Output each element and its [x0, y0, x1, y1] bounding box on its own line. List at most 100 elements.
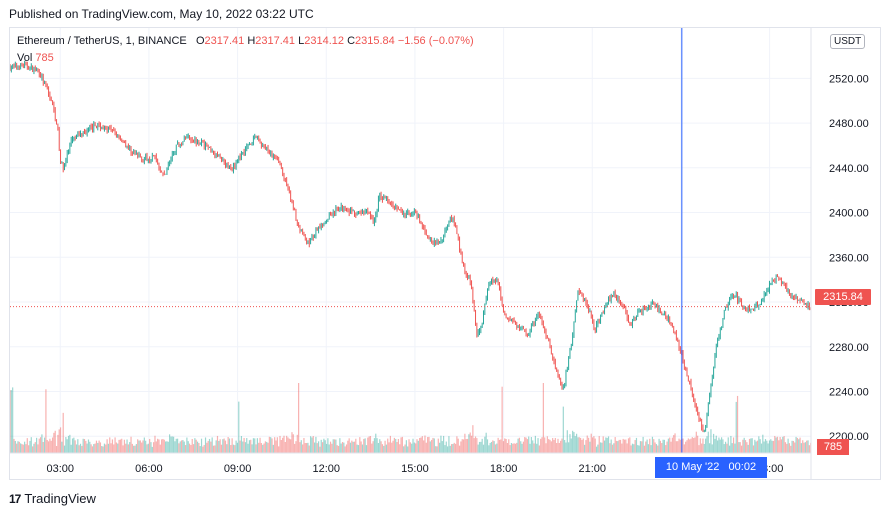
- volume-bar: [161, 439, 163, 453]
- volume-bar: [45, 389, 47, 453]
- volume-bar: [454, 443, 457, 453]
- volume-bar: [655, 444, 658, 453]
- volume-bar: [806, 440, 808, 453]
- volume-bar: [427, 437, 429, 453]
- volume-bar: [570, 438, 572, 453]
- volume-bar: [711, 444, 713, 453]
- volume-bar: [689, 439, 691, 453]
- volume-bar: [528, 436, 530, 453]
- volume-bar: [39, 437, 42, 453]
- volume-bar: [155, 441, 157, 453]
- volume-bar: [69, 434, 71, 453]
- volume-bar: [123, 439, 125, 453]
- volume-bar: [259, 437, 261, 453]
- volume-bar: [782, 436, 784, 453]
- volume-bar: [727, 437, 729, 453]
- volume-bar: [755, 441, 757, 453]
- volume-bar: [673, 435, 675, 453]
- volume-bar: [62, 412, 64, 453]
- volume-bar: [357, 445, 360, 453]
- volume-bar: [22, 444, 24, 453]
- volume-bar: [82, 438, 84, 453]
- volume-bar: [756, 440, 759, 453]
- volume-bar: [260, 443, 262, 453]
- volume-bar: [744, 440, 747, 453]
- volume-bar: [544, 437, 546, 453]
- volume-bar: [647, 444, 650, 453]
- crosshair-time: 00:02: [728, 461, 757, 473]
- volume-bar: [202, 446, 204, 453]
- volume-bar: [614, 437, 616, 453]
- volume-bar: [99, 442, 102, 453]
- volume-bar: [726, 443, 728, 453]
- price-tick-label: 2280.00: [829, 342, 869, 354]
- volume-bar: [444, 445, 446, 453]
- volume-bar: [385, 444, 388, 453]
- volume-bar: [597, 444, 599, 453]
- volume-bar: [227, 437, 229, 453]
- volume-bar: [461, 439, 463, 453]
- volume-bar: [313, 442, 316, 453]
- volume-bar: [304, 442, 306, 453]
- crosshair-time-badge: 10 May '22 00:02: [655, 457, 767, 478]
- volume-bar: [220, 444, 223, 453]
- volume-bar: [556, 443, 558, 453]
- symbol-legend[interactable]: Ethereum / TetherUS, 1, BINANCE O2317.41…: [17, 35, 474, 47]
- volume-bar: [601, 442, 603, 453]
- volume-bar: [360, 441, 362, 453]
- volume-bar: [114, 437, 116, 453]
- volume-bar: [593, 436, 595, 453]
- volume-bar: [266, 441, 268, 453]
- volume-bar: [481, 438, 483, 453]
- volume-bar: [387, 438, 389, 453]
- volume-bar: [780, 439, 783, 453]
- volume-bar: [321, 442, 324, 453]
- volume-bar: [736, 395, 739, 453]
- volume-bar: [218, 440, 220, 453]
- volume-bar: [529, 443, 531, 453]
- volume-bar: [343, 442, 345, 453]
- volume-bar: [375, 433, 377, 453]
- volume-bar: [654, 442, 656, 453]
- volume-bar: [786, 443, 788, 453]
- volume-bar: [730, 435, 732, 453]
- volume-bar: [21, 444, 23, 453]
- volume-bar: [665, 445, 667, 453]
- volume-bar: [147, 443, 149, 453]
- volume-bar: [299, 442, 301, 453]
- symbol-title: Ethereum / TetherUS, 1, BINANCE: [17, 35, 187, 47]
- volume-bar: [91, 446, 94, 453]
- volume-bar: [702, 438, 704, 453]
- volume-bar: [545, 443, 547, 453]
- volume-bar: [30, 437, 32, 453]
- volume-bar: [335, 439, 337, 453]
- volume-bar: [165, 441, 167, 453]
- volume-bar: [243, 437, 245, 453]
- volume-bar: [788, 443, 791, 453]
- volume-bar: [638, 445, 640, 453]
- volume-bar: [267, 442, 269, 453]
- volume-bar: [667, 438, 669, 453]
- volume-bar: [803, 442, 805, 453]
- volume-bar: [722, 439, 724, 453]
- volume-bar: [553, 439, 555, 453]
- price-tick-label: 2360.00: [829, 252, 869, 264]
- volume-bar: [238, 401, 240, 453]
- volume-bar: [713, 433, 715, 453]
- volume-bar: [36, 437, 38, 453]
- volume-bar: [521, 443, 523, 453]
- currency-button[interactable]: USDT: [830, 34, 866, 49]
- volume-bar: [207, 440, 209, 453]
- volume-bar: [699, 438, 701, 453]
- volume-bar: [794, 442, 796, 453]
- volume-legend[interactable]: Vol 785: [17, 52, 54, 64]
- volume-bar: [431, 439, 433, 453]
- volume-bar: [236, 442, 239, 453]
- volume-bar: [742, 439, 744, 453]
- chart-canvas[interactable]: 2200.002240.002280.002320.002360.002400.…: [10, 28, 880, 479]
- volume-bar: [639, 441, 642, 453]
- volume-bar: [522, 441, 525, 453]
- volume-bar: [493, 441, 495, 453]
- tradingview-brand[interactable]: 17 TradingView: [9, 491, 96, 506]
- volume-bar: [53, 432, 55, 453]
